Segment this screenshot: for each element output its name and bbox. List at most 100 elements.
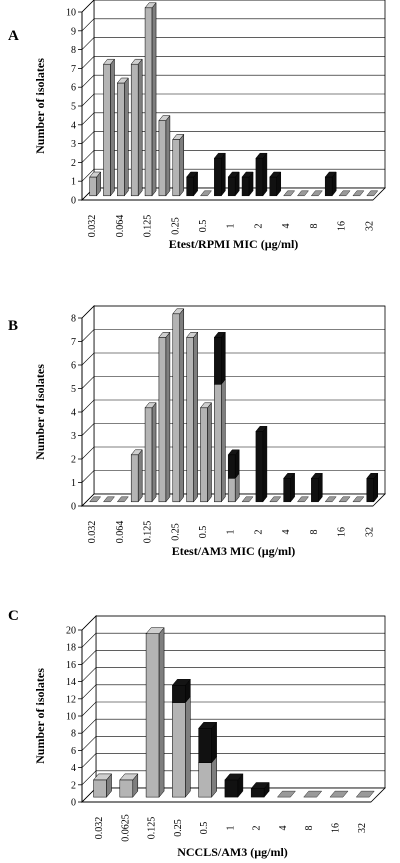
bar-1-series-1: [224, 773, 244, 798]
x-tick-label: 8: [309, 224, 320, 229]
y-tick-label: 2: [71, 455, 76, 466]
gridline: [81, 446, 385, 460]
gridline: [81, 667, 385, 682]
bar-0.047-series-0: [102, 58, 116, 197]
bar-8-zero: [310, 190, 323, 197]
bar-0.19-series-0: [158, 331, 171, 503]
y-tick-label: 0: [71, 798, 76, 809]
bar-0.125-series-0: [145, 627, 165, 798]
y-tick-label: 16: [66, 660, 76, 671]
bar-0.25-series-0: [171, 695, 191, 798]
bar-32-zero: [366, 190, 379, 197]
gridline: [81, 112, 385, 126]
gridline: [81, 168, 385, 182]
bar-0.094-series-0: [130, 449, 143, 503]
x-tick-label: 32: [357, 823, 368, 833]
y-tick-label: 14: [66, 677, 76, 688]
gridline: [81, 305, 385, 319]
bar-1-series-1: [227, 171, 240, 197]
x-tick-label: 0.064: [115, 521, 126, 544]
gridline: [81, 56, 385, 69]
y-tick-label: 3: [71, 139, 76, 150]
y-tick-label: 0: [71, 502, 76, 513]
bar-24-zero: [352, 496, 365, 502]
x-tick-label: 4: [278, 826, 289, 831]
y-tick-label: 4: [71, 120, 76, 131]
bar-12-zero: [324, 496, 337, 502]
bar-0.064-zero: [116, 496, 129, 502]
x-tick-label: 0.5: [198, 526, 209, 539]
x-tick-label: 8: [304, 826, 315, 831]
x-tick-label: 0.125: [143, 521, 154, 544]
bar-0.032-series-0: [93, 773, 113, 798]
x-tick-label: 0.25: [170, 217, 181, 235]
bar-1.5-series-1: [241, 171, 254, 197]
x-tick-label: 4: [281, 224, 292, 229]
bar-1-series-1: [227, 449, 240, 480]
bar-0.25-series-1: [171, 678, 191, 704]
gridline: [81, 131, 385, 144]
chart-panel-a: A 0 1 2 3 4 5 6 7 8 9 10 0.032 0.064 0.125 0.25 0.5 1 2 4 8 1…: [8, 0, 386, 251]
gridline: [81, 74, 385, 88]
y-tick-label: 2: [71, 780, 76, 791]
y-tick-label: 1: [71, 478, 76, 489]
x-tick-label: 0.032: [87, 215, 98, 238]
x-tick-label: 2: [253, 530, 264, 535]
gridline: [81, 376, 385, 389]
gridline: [81, 736, 385, 751]
gridline: [81, 650, 385, 665]
gridline: [81, 93, 385, 107]
x-tick-label: 16: [337, 527, 348, 537]
bar-3-series-1: [269, 171, 282, 197]
x-tick-label: 0.125: [143, 215, 154, 238]
x-axis-title: NCCLS/AM3 (µg/ml): [177, 845, 288, 859]
x-tick-label: 16: [337, 221, 348, 231]
gridline: [81, 632, 385, 648]
gridline: [81, 684, 385, 700]
x-tick-label: 0.5: [199, 822, 210, 835]
y-tick-label: 7: [71, 337, 76, 348]
y-axis-title: Number of isolates: [33, 668, 47, 764]
bar-3-zero: [269, 496, 282, 502]
bar-0.125-series-0: [144, 2, 157, 197]
bar-0.38-series-1: [186, 171, 199, 197]
bar-12-series-1: [324, 171, 337, 197]
y-tick-label: 10: [66, 8, 76, 19]
gridline: [81, 718, 385, 734]
x-tick-label: 2: [252, 826, 263, 831]
y-tick-label: 18: [66, 643, 76, 654]
bar-0.047-zero: [103, 496, 115, 502]
bar-4-zero: [277, 790, 296, 798]
panel-letter: B: [8, 318, 18, 334]
x-axis-title: Etest/AM3 MIC (µg/ml): [172, 544, 296, 558]
bar-4-series-1: [283, 472, 296, 503]
y-tick-label: 7: [71, 64, 76, 75]
y-tick-label: 1: [71, 177, 76, 188]
y-tick-label: 10: [66, 712, 76, 723]
y-axis-title: Number of isolates: [33, 364, 47, 460]
x-tick-label: 0.125: [147, 817, 158, 840]
x-tick-label: 2: [253, 224, 264, 229]
gridline: [81, 150, 385, 163]
y-tick-label: 5: [71, 102, 76, 113]
bar-8-series-1: [310, 472, 323, 503]
gridline: [81, 470, 385, 483]
x-tick-label: 16: [330, 823, 341, 833]
gridline: [81, 0, 385, 13]
y-tick-label: 8: [71, 45, 76, 56]
bar-1.5-zero: [241, 496, 254, 502]
x-tick-label: 0.5: [198, 220, 209, 233]
bar-16-zero: [338, 496, 351, 502]
bar-2-series-1: [255, 425, 268, 503]
x-axis-title: Etest/RPMI MIC (µg/ml): [169, 237, 299, 251]
gridline: [81, 615, 385, 631]
bar-0.0625-series-0: [119, 773, 139, 798]
x-tick-label: 0.0625: [120, 814, 131, 842]
gridline: [81, 399, 385, 413]
bar-16-zero: [329, 790, 349, 798]
bar-0.064-series-0: [116, 77, 129, 197]
x-tick-label: 1: [226, 224, 237, 229]
x-tick-label: 32: [364, 221, 375, 231]
